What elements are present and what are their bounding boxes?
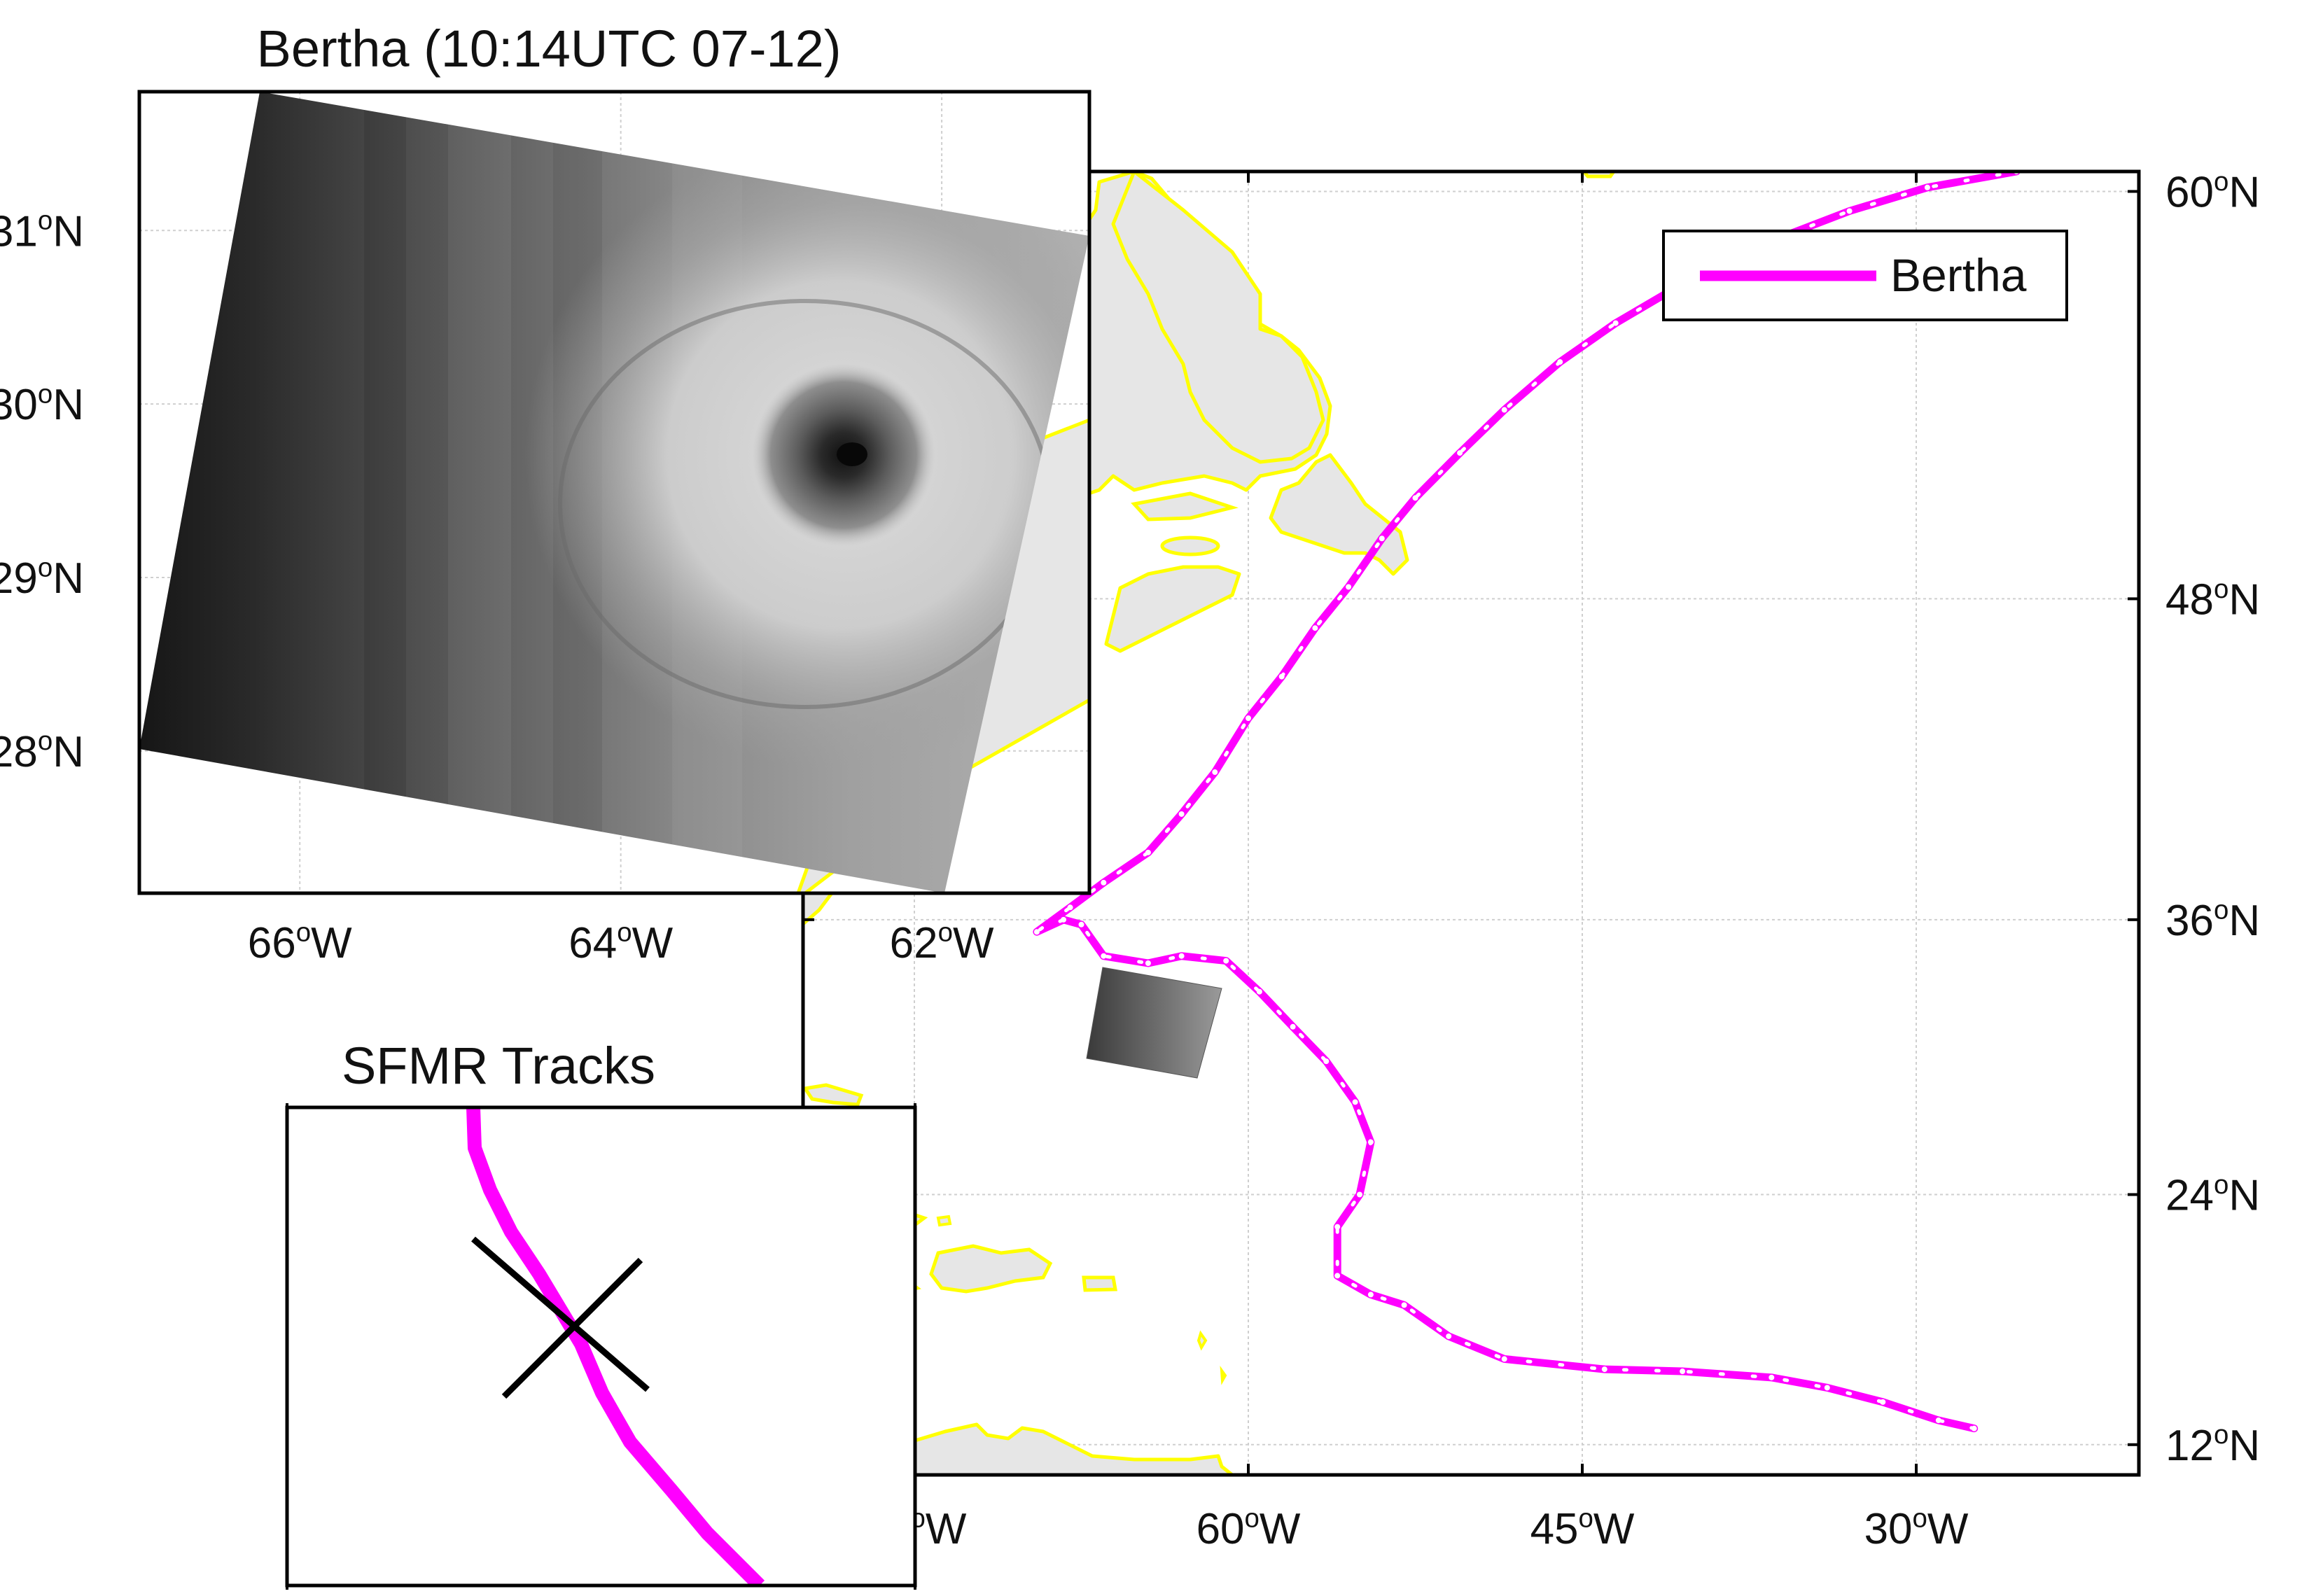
bertha-track-point [1769, 1374, 1775, 1380]
land-nova-scotia [1104, 565, 1241, 653]
bertha-track-point [1212, 769, 1218, 776]
bertha-track-point [1501, 1356, 1507, 1362]
bertha-track-point [1178, 953, 1185, 959]
bertha-track [1033, 172, 2021, 1433]
satellite-inset-lon-label: 64oW [568, 917, 673, 967]
main-map-lat-label: 24oN [2165, 1170, 2260, 1220]
bertha-track-point [1557, 359, 1563, 365]
legend: Bertha [1662, 230, 2068, 321]
satellite-inset-lat-label: 29oN [0, 552, 84, 603]
sfmr-cross-leg-2 [501, 1257, 643, 1399]
satellite-image [139, 92, 1089, 893]
bertha-track-point [1924, 184, 1930, 190]
bertha-track-point [1501, 407, 1507, 413]
legend-label: Bertha [1890, 249, 2027, 301]
main-map-lon-label: 45oW [1530, 1503, 1635, 1553]
satellite-inset-lat-label: 31oN [0, 206, 84, 256]
main-map-lat-label: 12oN [2165, 1420, 2260, 1470]
main-map-lon-label: 30oW [1864, 1503, 1969, 1553]
sfmr-inset-frame [285, 1105, 917, 1588]
storm-eye [837, 442, 867, 466]
bertha-track-point [1246, 715, 1251, 722]
land-small-island-2 [1197, 1330, 1208, 1351]
bertha-track-point [1367, 1292, 1374, 1298]
bertha-track-point [1061, 916, 1067, 923]
satellite-inset-ticks: 66oW 64oW 62oW 28oN 29oN 30oN 31oN [0, 206, 994, 967]
bertha-track-point [1256, 988, 1262, 995]
satellite-inset-lat-label: 28oN [0, 726, 84, 776]
bertha-track-point [1067, 904, 1073, 911]
bertha-track-point [1145, 960, 1151, 966]
bertha-track-point [1278, 673, 1285, 680]
land-bahamas [803, 1083, 864, 1107]
bertha-track-point [1357, 1191, 1362, 1198]
bertha-track-point [1379, 536, 1385, 542]
sfmr-track-line [466, 1107, 765, 1586]
bertha-track-point [1601, 1366, 1607, 1373]
bertha-track-point [1401, 1302, 1407, 1308]
land-labrador [1111, 172, 1325, 464]
bertha-track-line [1033, 172, 2021, 1433]
bertha-track-point [1824, 1385, 1830, 1391]
bertha-track-point [1101, 879, 1107, 886]
main-map-lon-label: 60oW [1197, 1503, 1301, 1553]
land-anticosti [1131, 491, 1239, 522]
main-map-ticks: 75oW60oW45oW30oW12oN24oN36oN48oN60oN [803, 167, 2260, 1553]
bertha-track-point [1346, 584, 1352, 590]
satellite-inset: 66oW 64oW 62oW 28oN 29oN 30oN 31oN Bertha (10:… [0, 20, 1091, 967]
bertha-track-point [1971, 1425, 1977, 1432]
bertha-track-point [1145, 849, 1151, 855]
bertha-track-point [1312, 625, 1318, 631]
bertha-track-point [1612, 320, 1619, 326]
bertha-track-point [1078, 921, 1084, 927]
land-pei [1160, 536, 1220, 556]
bertha-track-point [1680, 1368, 1686, 1375]
bertha-track-point [1457, 450, 1463, 456]
satellite-footprint-mini [1086, 967, 1222, 1079]
sfmr-inset-title: SFMR Tracks [342, 1037, 655, 1095]
main-map-lat-label: 48oN [2165, 574, 2260, 624]
land-hispaniola [929, 1244, 1053, 1294]
land-small-island-1 [936, 1214, 952, 1227]
bertha-track-point [1367, 1139, 1374, 1145]
bertha-track-point [1223, 958, 1229, 964]
satellite-inset-title: Bertha (10:14UTC 07-12) [257, 20, 842, 78]
bertha-track-point [1935, 1418, 1941, 1424]
bertha-track-point [1323, 1058, 1330, 1065]
bertha-track-point [1334, 1273, 1341, 1279]
sfmr-cross-leg-1 [471, 1236, 650, 1392]
bertha-track-point [1446, 1333, 1452, 1339]
main-map-lat-label: 36oN [2165, 895, 2260, 945]
main-map-lat-label: 60oN [2165, 167, 2260, 217]
satellite-inset-lon-label: 66oW [248, 917, 352, 967]
bertha-track-point [1290, 1023, 1296, 1030]
bertha-track-point [1178, 811, 1185, 817]
land-puerto-rico [1082, 1275, 1117, 1292]
land-newfoundland [1269, 453, 1409, 576]
bertha-track-point [1412, 495, 1418, 501]
bertha-track-point [1101, 953, 1107, 959]
sfmr-inset: SFMR Tracks [285, 1037, 917, 1590]
bertha-track-point [1352, 1099, 1358, 1105]
bertha-track-point [1846, 208, 1853, 214]
land-small-island-3 [1220, 1366, 1227, 1385]
bertha-track-point [1033, 929, 1040, 935]
satellite-inset-lat-label: 30oN [0, 379, 84, 430]
satellite-inset-frame [137, 90, 1091, 895]
satellite-inset-lon-label: 62oW [890, 917, 994, 967]
sfmr-inset-ticks [286, 1103, 916, 1590]
bertha-track-point [1334, 1224, 1341, 1230]
bertha-track-point [1880, 1399, 1886, 1405]
